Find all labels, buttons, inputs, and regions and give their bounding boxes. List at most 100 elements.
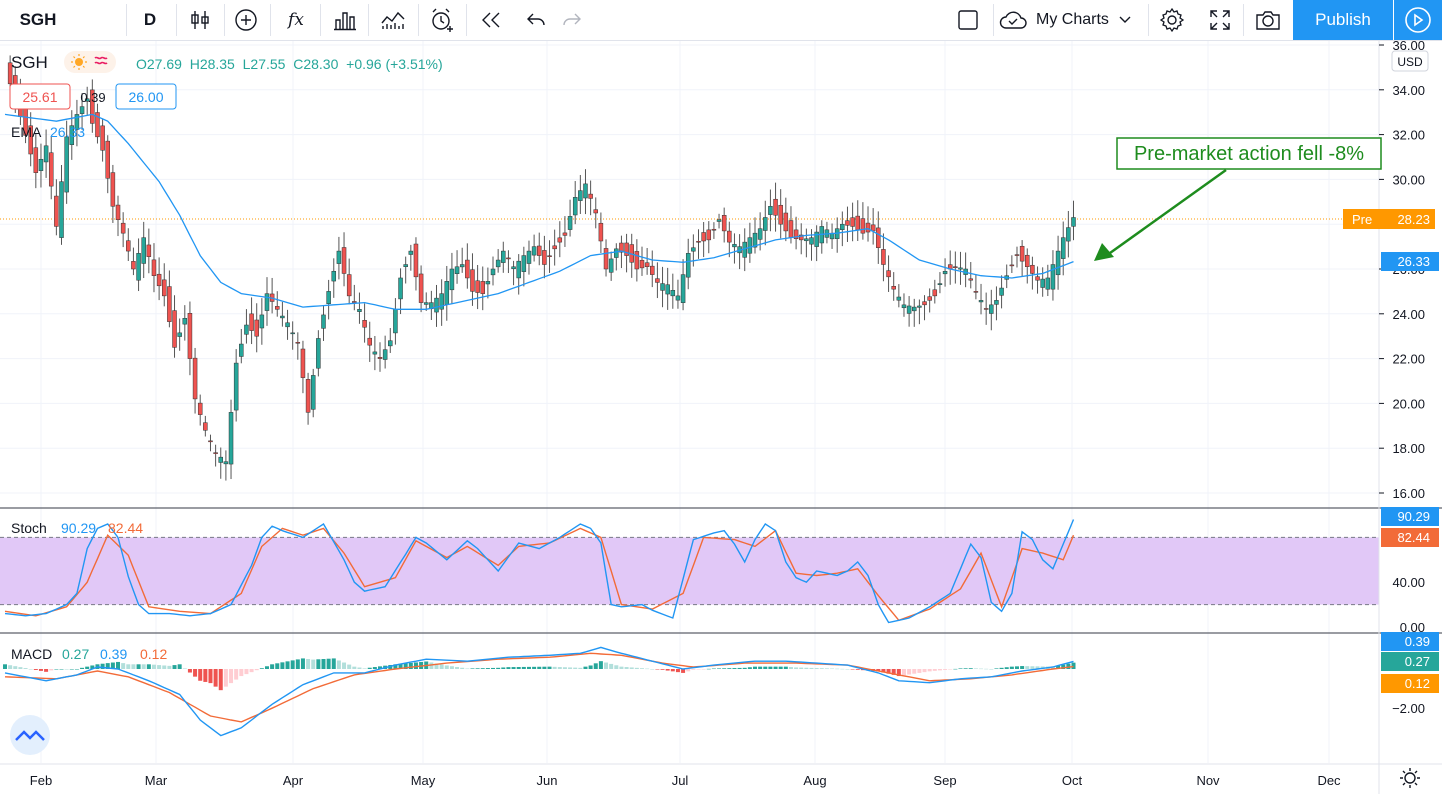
macd-axis[interactable]: −2.00 <box>1392 701 1425 716</box>
interval-button[interactable]: D <box>130 0 170 40</box>
candle <box>958 251 963 285</box>
ema-legend-label[interactable]: EMA <box>11 124 42 140</box>
histogram-bar <box>891 669 896 675</box>
financials-button[interactable] <box>323 0 367 40</box>
fullscreen-button[interactable] <box>1198 0 1242 40</box>
time-tick-label: Jul <box>672 773 689 788</box>
candle <box>295 332 301 360</box>
candle-body <box>783 212 789 232</box>
histogram-bar <box>347 664 352 669</box>
candle <box>521 246 527 287</box>
histogram-bar <box>973 668 978 669</box>
stoch-k-tag-value: 90.29 <box>1397 509 1430 524</box>
candle <box>685 238 691 290</box>
templates-icon <box>381 11 405 29</box>
chart-area[interactable]: 16.0018.0020.0022.0024.0026.0028.0030.00… <box>0 41 1442 794</box>
candle <box>172 295 177 358</box>
histogram-bar <box>542 666 547 669</box>
candle-body <box>747 237 753 254</box>
candle-body <box>357 309 362 312</box>
candle-body <box>465 259 470 279</box>
histogram-bar <box>901 669 906 676</box>
candle <box>850 202 855 242</box>
candle <box>542 235 547 279</box>
candle <box>706 221 712 254</box>
candle-body <box>341 247 347 274</box>
stoch-k-line <box>4 519 1075 624</box>
approx-icon <box>94 56 108 65</box>
templates-button[interactable] <box>371 0 415 40</box>
ema-tag-value: 26.33 <box>1397 254 1430 269</box>
bid-box[interactable]: 25.61 <box>9 83 71 110</box>
undo-button[interactable] <box>516 0 556 40</box>
candle <box>346 258 352 305</box>
candle <box>223 450 229 481</box>
candle <box>629 233 634 278</box>
histogram-bar <box>506 667 511 669</box>
candle-body <box>1030 264 1035 274</box>
candle-type-button[interactable] <box>180 0 220 40</box>
price-tick-label: 36.00 <box>1392 41 1425 53</box>
histogram-bar <box>126 664 131 669</box>
camera-icon <box>1256 11 1280 30</box>
candle-body <box>701 232 706 242</box>
histogram-bar <box>167 665 172 669</box>
candle-body <box>850 217 855 227</box>
macd-legend-label[interactable]: MACD <box>11 646 52 662</box>
tradingview-logo[interactable] <box>10 715 50 755</box>
publish-button[interactable]: Publish <box>1293 0 1393 40</box>
play-button[interactable] <box>1394 0 1442 40</box>
candle <box>388 327 393 353</box>
ask-box[interactable]: 26.00 <box>115 83 177 110</box>
histogram-bar <box>968 668 973 669</box>
candle-body <box>362 320 367 328</box>
time-axis-settings-button[interactable] <box>1400 768 1420 788</box>
histogram-bar <box>285 661 290 669</box>
toolbar-divider <box>418 4 419 36</box>
candle-body <box>54 195 59 227</box>
symbol-search-button[interactable]: SGH <box>8 0 68 40</box>
stoch-band <box>0 537 1379 605</box>
histogram-bar <box>979 668 984 670</box>
layout-button[interactable] <box>948 0 988 40</box>
compare-button[interactable] <box>226 0 266 40</box>
settings-button[interactable] <box>1150 0 1194 40</box>
histogram-bar <box>573 667 578 669</box>
histogram-bar <box>151 664 156 669</box>
candle <box>598 212 604 254</box>
candle <box>768 189 773 232</box>
snapshot-button[interactable] <box>1246 0 1290 40</box>
candle <box>177 318 182 351</box>
histogram-bar <box>480 668 485 669</box>
candle-body <box>95 112 100 138</box>
toolbar-divider <box>320 4 321 36</box>
my-charts-button[interactable]: My Charts <box>998 0 1144 40</box>
annotation-callout[interactable]: Pre-market action fell -8% <box>1116 137 1382 170</box>
histogram-bar <box>881 669 886 673</box>
candle <box>716 213 722 229</box>
histogram-bar <box>804 667 809 669</box>
session-badge[interactable] <box>64 51 116 73</box>
legend-symbol[interactable]: SGH <box>11 53 48 72</box>
usd-label[interactable]: USD <box>1391 50 1429 72</box>
histogram-bar <box>799 667 804 669</box>
histogram-bar <box>588 665 593 669</box>
candle-body <box>7 62 13 85</box>
stoch-legend-label[interactable]: Stoch <box>11 520 47 536</box>
gear-icon <box>1159 7 1185 33</box>
replay-button[interactable] <box>469 0 513 40</box>
candle <box>593 197 599 229</box>
candle <box>737 234 742 270</box>
indicators-button[interactable]: fx <box>274 0 318 40</box>
annotation-text: Pre-market action fell -8% <box>1134 143 1364 165</box>
alert-button[interactable] <box>420 0 464 40</box>
candle-body <box>413 243 419 278</box>
redo-button[interactable] <box>552 0 592 40</box>
time-axis[interactable]: Feb Mar Apr May Jun Jul Aug Sep Oct Nov Dec <box>30 773 1341 788</box>
candle <box>763 200 768 246</box>
histogram-bar <box>470 668 475 669</box>
histogram-bar <box>845 669 850 670</box>
candle <box>357 292 362 324</box>
candle <box>824 221 830 244</box>
candle-body <box>172 310 177 348</box>
